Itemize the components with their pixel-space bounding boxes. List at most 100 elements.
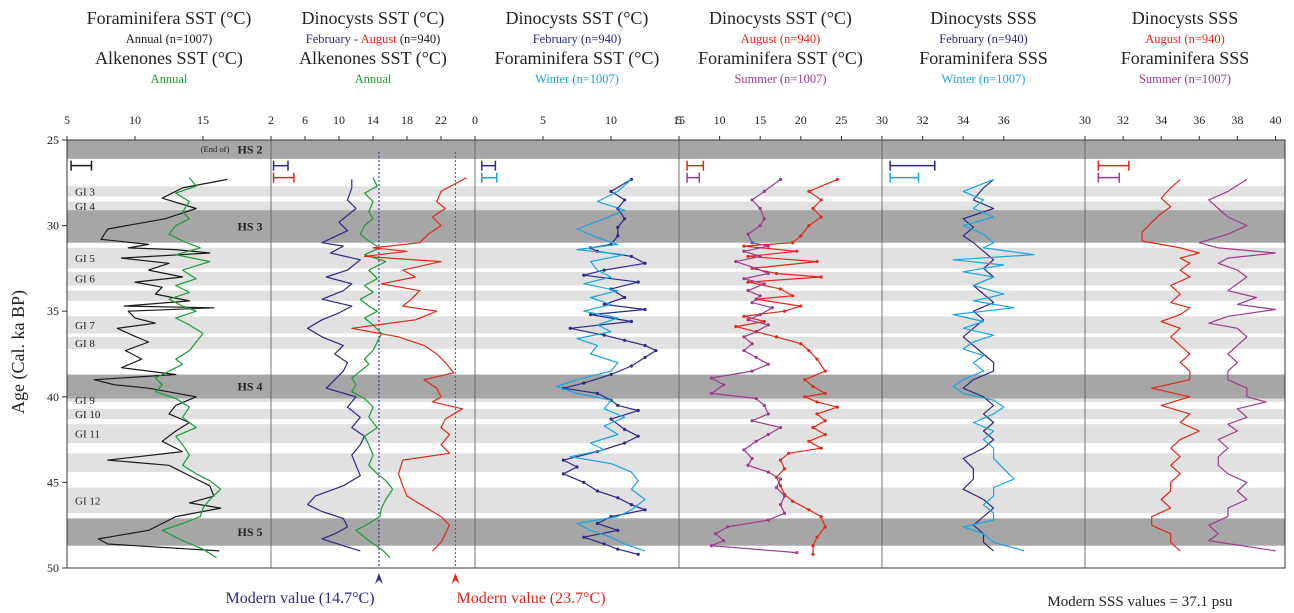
y-tick-label: 50 xyxy=(47,561,59,575)
data-point-navy xyxy=(602,268,606,272)
data-point-purple xyxy=(750,198,754,202)
data-point-purple xyxy=(750,301,754,305)
data-point-purple xyxy=(766,323,770,327)
data-point-navy xyxy=(643,261,647,265)
x-tick-label: 15 xyxy=(197,113,209,127)
x-tick-label: 34 xyxy=(957,113,969,127)
data-point-red xyxy=(823,369,827,373)
subtitle-segment: February xyxy=(306,32,352,46)
band-label-gi-9: GI 9 xyxy=(75,395,95,407)
band-hs-3 xyxy=(67,210,1285,243)
x-tick-label: 36 xyxy=(998,113,1010,127)
data-point-purple xyxy=(762,217,766,221)
data-point-purple xyxy=(742,277,746,281)
data-point-purple xyxy=(709,544,714,548)
data-point-red xyxy=(807,224,811,228)
data-point-red xyxy=(782,467,787,471)
data-point-purple xyxy=(795,550,799,555)
subtitle-segment: February (n=940) xyxy=(939,32,1028,46)
data-point-purple xyxy=(774,485,779,490)
data-point-purple xyxy=(758,313,762,317)
data-point-purple xyxy=(766,412,770,416)
x-tick-label: 18 xyxy=(401,113,413,127)
series-line-red xyxy=(1141,178,1200,552)
data-point-purple xyxy=(722,383,726,387)
data-point-red xyxy=(823,525,827,529)
y-tick-label: 35 xyxy=(47,304,59,318)
x-tick-label: 34 xyxy=(1155,113,1167,127)
data-point-red xyxy=(778,458,783,462)
data-point-purple xyxy=(726,525,730,529)
band-hs-4 xyxy=(67,374,1285,399)
series-line-navy xyxy=(962,178,995,552)
data-point-navy xyxy=(561,472,566,476)
data-point-red xyxy=(734,325,738,329)
series-line-cyan xyxy=(952,178,1035,552)
band-gi-5 xyxy=(67,247,1285,269)
data-point-purple xyxy=(758,206,762,211)
data-point-navy xyxy=(589,313,593,317)
band-label-gi-5: GI 5 xyxy=(75,253,95,265)
panel-title-2: Foraminifera SST (°C) xyxy=(495,48,660,69)
data-point-purple xyxy=(758,294,762,298)
band-gi-4 xyxy=(67,201,1285,211)
subtitle-segment: Annual xyxy=(151,72,188,86)
band-label-gi-6: GI 6 xyxy=(75,274,95,286)
band-gi-8 xyxy=(67,336,1285,349)
data-point-red xyxy=(762,319,766,324)
data-point-red xyxy=(815,412,819,416)
data-point-purple xyxy=(778,503,783,507)
data-point-navy xyxy=(602,302,606,306)
data-point-purple xyxy=(746,463,750,467)
band-label-hs-4: HS 4 xyxy=(237,380,262,394)
data-point-red xyxy=(835,405,839,409)
data-point-purple xyxy=(754,330,758,334)
y-tick-label: 40 xyxy=(47,390,59,404)
data-point-purple xyxy=(709,391,714,395)
data-point-red xyxy=(819,198,823,202)
panel-title-2: Alkenones SST (°C) xyxy=(95,48,243,69)
data-point-red xyxy=(819,215,823,219)
subtitle-segment: Summer (n=1007) xyxy=(1139,72,1231,86)
data-point-navy xyxy=(568,326,572,330)
data-point-navy xyxy=(582,535,586,539)
panel-subtitle-2: Summer (n=1007) xyxy=(1139,72,1231,86)
data-point-purple xyxy=(766,244,770,248)
x-tick-label: 0 xyxy=(472,113,478,127)
panel-subtitle-1: February (n=940) xyxy=(939,32,1028,46)
data-point-purple xyxy=(770,306,774,310)
data-series xyxy=(70,152,1277,584)
x-tick-label: 22 xyxy=(435,113,447,127)
data-point-purple xyxy=(750,419,754,423)
data-point-navy xyxy=(595,391,600,395)
band-gi-10 xyxy=(67,408,1285,420)
x-tick-label: 14 xyxy=(367,113,379,127)
panel-subtitle-2: Annual xyxy=(355,72,392,86)
data-point-purple xyxy=(778,477,783,481)
panel-subtitle-2: Winter (n=1007) xyxy=(535,72,619,86)
x-tick-label: 5 xyxy=(64,113,70,127)
subtitle-segment: August (n=940) xyxy=(741,32,821,46)
data-point-red xyxy=(819,515,823,519)
data-point-purple xyxy=(722,539,726,543)
panel-subtitle-1: August (n=940) xyxy=(741,32,821,46)
band-label-hs-2: HS 2 xyxy=(237,142,262,156)
data-point-red xyxy=(807,439,811,443)
panel-title-1: Dinocysts SSS xyxy=(1132,8,1239,28)
climate-bands xyxy=(67,140,1285,546)
panel-subtitle-2: Summer (n=1007) xyxy=(734,72,826,86)
data-point-purple xyxy=(746,289,750,293)
data-point-purple xyxy=(750,241,754,245)
data-point-red xyxy=(746,254,750,259)
subtitle-segment: Summer (n=1007) xyxy=(734,72,826,86)
band-label-gi-8: GI 8 xyxy=(75,338,95,350)
data-point-red xyxy=(815,357,819,361)
data-point-red xyxy=(791,499,795,503)
panel-title-2: Foraminifera SSS xyxy=(1121,48,1250,68)
data-point-navy xyxy=(595,489,600,493)
modern-value-aug-label: Modern value (23.7°C) xyxy=(456,590,605,607)
data-point-navy xyxy=(654,348,658,353)
panel-title-1: Dinocysts SST (°C) xyxy=(506,8,649,29)
data-point-navy xyxy=(561,458,566,462)
